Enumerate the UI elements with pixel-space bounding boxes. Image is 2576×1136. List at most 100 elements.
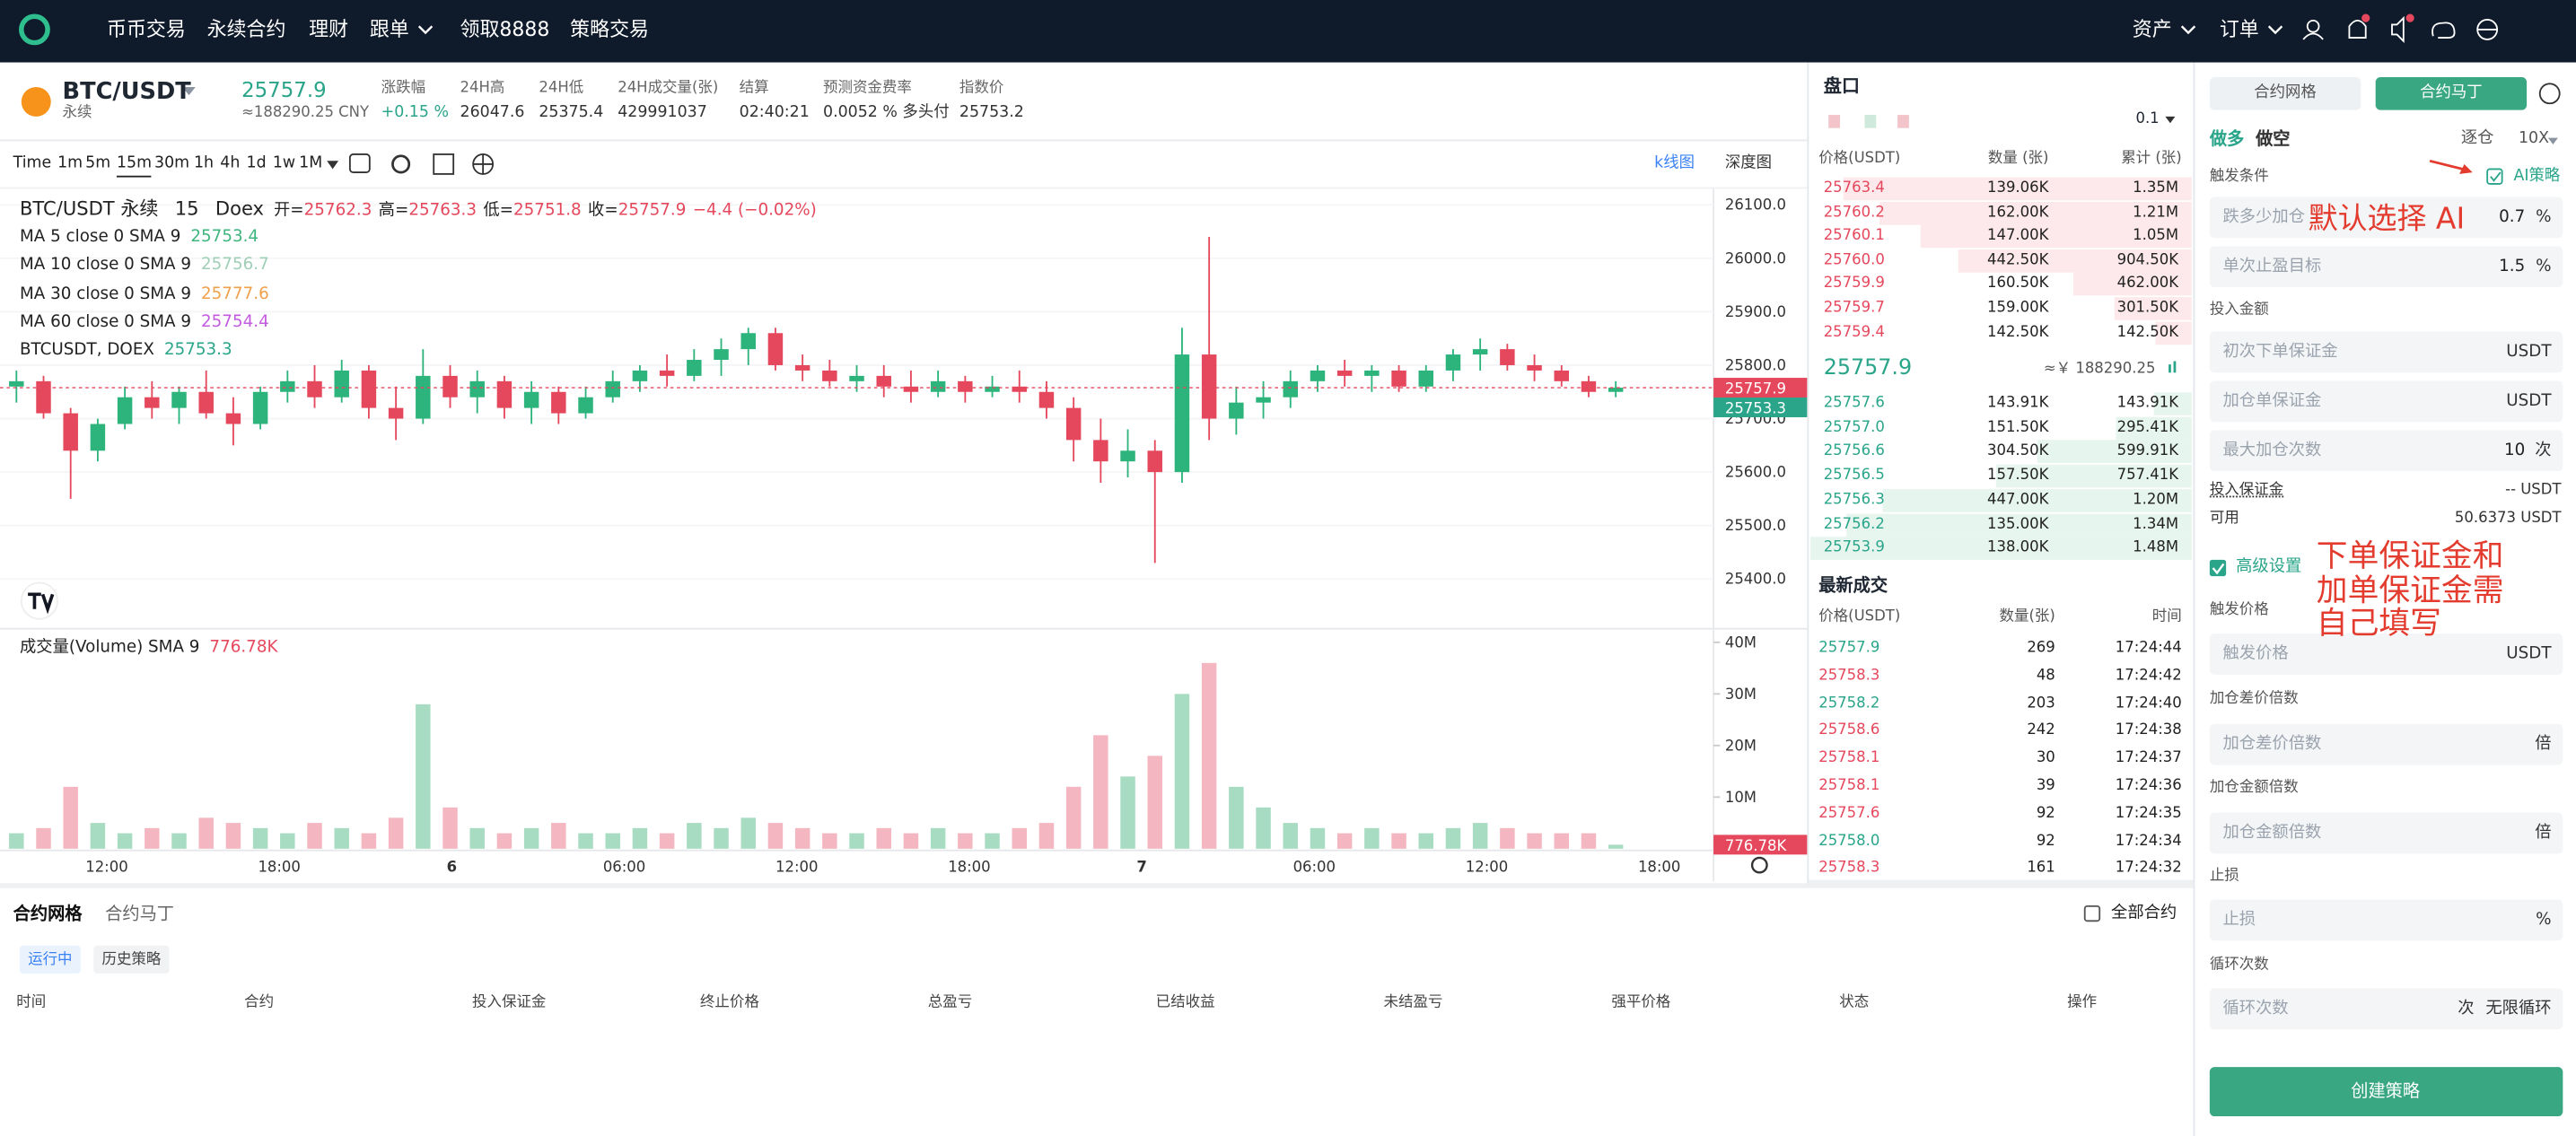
input-placeholder[interactable]: 止损 [2222, 910, 2256, 929]
input[interactable] [2209, 430, 2563, 472]
submit-label[interactable]: 创建策略 [2351, 1081, 2421, 1102]
caret[interactable] [182, 86, 196, 96]
advanced-toggle[interactable]: 高级设置 [2236, 558, 2302, 577]
book-mode-icon[interactable] [1828, 115, 1841, 128]
interval[interactable]: 1M [299, 153, 323, 173]
interval[interactable]: 1d [246, 153, 267, 173]
input[interactable] [2209, 246, 2563, 288]
bottom-tab[interactable]: 合约网格 [13, 904, 83, 924]
book-mode-icon[interactable] [1897, 115, 1909, 128]
book-price[interactable]: 25760.1 [1823, 228, 1885, 245]
caret[interactable] [2547, 137, 2558, 144]
strategy-tab-label[interactable]: 合约网格 [2254, 83, 2317, 102]
user-icon[interactable] [2306, 19, 2320, 33]
checkbox[interactable] [2083, 904, 2101, 922]
book-price[interactable]: 25756.6 [1823, 443, 1885, 460]
input-placeholder[interactable]: 最大加仓次数 [2222, 441, 2322, 459]
symbol[interactable]: BTC/USDT [62, 78, 191, 106]
nav-item[interactable]: 理财 [309, 18, 349, 41]
book-price[interactable]: 25756.2 [1823, 516, 1885, 533]
nav-item[interactable]: 币币交易 [106, 18, 186, 41]
input-placeholder[interactable]: 跌多少加仓 [2222, 207, 2305, 226]
help-icon[interactable] [2538, 83, 2561, 105]
input-placeholder[interactable]: 加仓差价倍数 [2222, 734, 2322, 753]
indicator-icon[interactable] [348, 153, 371, 174]
sub-tab-label[interactable]: 运行中 [28, 952, 73, 969]
all-contracts[interactable]: 全部合约 [2111, 904, 2177, 923]
bell-icon[interactable] [2348, 19, 2367, 39]
book-price[interactable]: 25759.7 [1823, 300, 1885, 318]
strategy-tab[interactable] [2375, 76, 2528, 110]
book-price[interactable]: 25760.0 [1823, 252, 1885, 269]
book-price[interactable]: 25753.9 [1823, 540, 1885, 557]
book-price[interactable]: 25756.3 [1823, 492, 1885, 509]
input-placeholder[interactable]: 加仓金额倍数 [2222, 823, 2322, 842]
ai-toggle[interactable]: AI策略 [2513, 167, 2561, 186]
nav-menu[interactable]: 资产 [2132, 18, 2172, 41]
strategy-tab-label[interactable]: 合约马丁 [2420, 83, 2483, 102]
input[interactable] [2209, 634, 2563, 675]
nav-item[interactable]: 领取8888 [460, 18, 550, 41]
book-price[interactable]: 25763.4 [1823, 180, 1885, 197]
caret[interactable] [2267, 25, 2283, 35]
input-value[interactable]: 10 [2503, 441, 2526, 459]
input[interactable] [2209, 331, 2563, 373]
input[interactable] [2209, 380, 2563, 423]
view-tab[interactable]: k线图 [1654, 153, 1695, 173]
input-placeholder[interactable]: 初次下单保证金 [2222, 342, 2338, 361]
speaker-icon[interactable] [2391, 15, 2405, 43]
caret[interactable] [2165, 116, 2176, 124]
nav-item[interactable]: 跟单 [369, 18, 409, 41]
input-placeholder[interactable]: 加仓单保证金 [2222, 391, 2322, 410]
input-placeholder[interactable]: 单次止盈目标 [2222, 257, 2322, 275]
input-placeholder[interactable]: 触发价格 [2222, 644, 2289, 663]
input[interactable] [2209, 723, 2563, 765]
input-placeholder[interactable]: 循环次数 [2222, 999, 2289, 1018]
checkbox[interactable] [2486, 168, 2503, 185]
input-value[interactable]: 1.5 [2499, 257, 2526, 275]
book-precision[interactable]: 0.1 [2135, 111, 2160, 128]
interval[interactable]: Time [13, 153, 52, 173]
settings-icon[interactable] [1750, 856, 1768, 874]
margin-mode[interactable]: 逐仓 [2460, 129, 2494, 148]
interval[interactable]: 4h [220, 153, 241, 173]
book-mode-icon[interactable] [1864, 115, 1877, 128]
sub-tab[interactable] [19, 945, 81, 974]
input-value[interactable]: 0.7 [2499, 207, 2526, 226]
caret[interactable] [327, 161, 339, 170]
settings-icon[interactable] [391, 154, 411, 174]
book-price[interactable]: 25759.9 [1823, 276, 1885, 293]
interval[interactable]: 1w [272, 153, 296, 173]
fullscreen-icon[interactable] [433, 153, 455, 175]
sub-tab-label[interactable]: 历史策略 [101, 952, 162, 969]
input[interactable] [2209, 899, 2563, 941]
user-icon[interactable] [2302, 32, 2324, 40]
book-price[interactable]: 25759.4 [1823, 324, 1885, 341]
book-price[interactable]: 25757.6 [1823, 395, 1885, 413]
nav-menu[interactable]: 订单 [2219, 18, 2259, 41]
interval[interactable]: 30m [154, 153, 190, 173]
input[interactable] [2209, 988, 2563, 1030]
interval[interactable]: 1h [193, 153, 215, 173]
book-price[interactable]: 25760.2 [1823, 204, 1885, 222]
input[interactable] [2209, 197, 2563, 239]
strategy-tab[interactable] [2209, 76, 2361, 110]
interval[interactable]: 1m [57, 153, 83, 173]
bottom-tab[interactable]: 合约马丁 [105, 904, 175, 924]
sub-tab[interactable] [93, 945, 170, 974]
submit-button[interactable] [2209, 1067, 2563, 1117]
side-tab[interactable]: 做空 [2256, 129, 2291, 150]
checkbox[interactable] [2209, 559, 2227, 577]
download-icon[interactable] [2431, 22, 2456, 39]
side-tab[interactable]: 做多 [2209, 129, 2245, 150]
book-price[interactable]: 25757.0 [1823, 419, 1885, 437]
interval[interactable]: 5m [85, 153, 111, 173]
nav-item[interactable]: 永续合约 [206, 18, 286, 41]
view-tab[interactable]: 深度图 [1724, 153, 1773, 173]
leverage[interactable]: 10X [2518, 129, 2550, 148]
nav-item[interactable]: 策略交易 [570, 18, 650, 41]
book-price[interactable]: 25756.5 [1823, 468, 1885, 485]
input-extra[interactable]: 无限循环 [2485, 999, 2552, 1018]
input[interactable] [2209, 812, 2563, 854]
interval[interactable]: 15m [116, 153, 153, 178]
